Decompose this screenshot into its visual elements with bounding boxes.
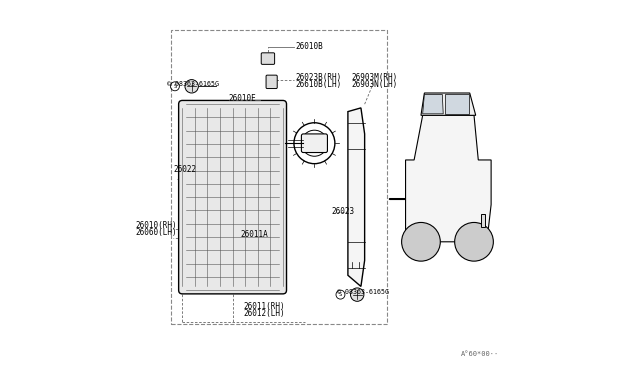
Circle shape bbox=[454, 222, 493, 261]
Text: 26023: 26023 bbox=[331, 207, 355, 216]
Text: 26610B(LH): 26610B(LH) bbox=[296, 80, 342, 89]
FancyBboxPatch shape bbox=[179, 100, 287, 294]
Circle shape bbox=[185, 80, 198, 93]
Text: © 08363-6165G: © 08363-6165G bbox=[168, 81, 220, 87]
FancyBboxPatch shape bbox=[261, 53, 275, 64]
FancyBboxPatch shape bbox=[266, 75, 277, 89]
Polygon shape bbox=[422, 94, 444, 114]
Text: © 08363-6165G: © 08363-6165G bbox=[337, 289, 388, 295]
Text: 26903M(RH): 26903M(RH) bbox=[351, 73, 398, 82]
Text: 26011A: 26011A bbox=[240, 230, 268, 239]
Text: 26010E: 26010E bbox=[229, 94, 257, 103]
Polygon shape bbox=[406, 115, 491, 242]
Polygon shape bbox=[445, 94, 469, 114]
Text: 26011(RH): 26011(RH) bbox=[244, 302, 285, 311]
FancyBboxPatch shape bbox=[301, 134, 328, 153]
Text: 26023B(RH): 26023B(RH) bbox=[296, 73, 342, 82]
Text: A°60*00··: A°60*00·· bbox=[461, 351, 500, 357]
Text: 26010(RH): 26010(RH) bbox=[136, 221, 177, 230]
Text: S: S bbox=[173, 84, 177, 89]
Circle shape bbox=[351, 288, 364, 301]
Polygon shape bbox=[348, 108, 365, 286]
Text: 26060(LH): 26060(LH) bbox=[136, 228, 177, 237]
Polygon shape bbox=[421, 93, 476, 115]
Text: 26903N(LH): 26903N(LH) bbox=[351, 80, 398, 89]
Text: 26022: 26022 bbox=[173, 165, 196, 174]
Circle shape bbox=[402, 222, 440, 261]
Text: 26012(LH): 26012(LH) bbox=[244, 310, 285, 318]
Text: 26010B: 26010B bbox=[296, 42, 324, 51]
Text: S: S bbox=[339, 292, 342, 297]
FancyBboxPatch shape bbox=[481, 214, 485, 227]
